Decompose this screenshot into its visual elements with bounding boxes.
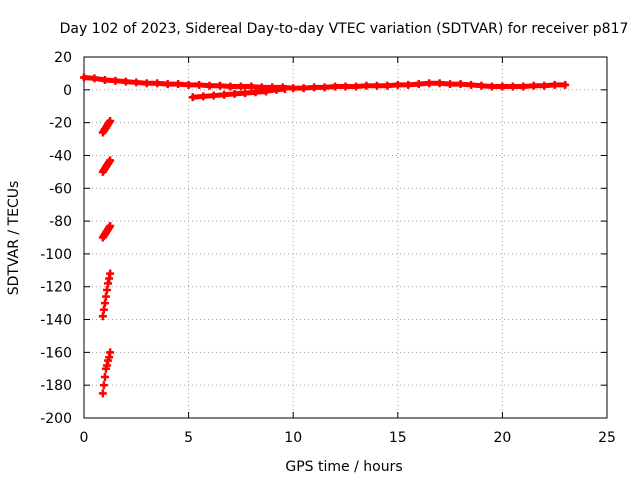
x-axis-title: GPS time / hours [285,459,402,475]
data-point [362,81,371,90]
data-point [351,82,360,91]
data-layer [80,73,570,398]
y-tick-label: -140 [40,313,72,329]
data-point [142,79,151,88]
x-tick-label: 15 [389,430,407,446]
data-point [199,92,208,101]
plot-frame [83,56,608,419]
y-tick-label: -80 [49,214,72,230]
data-point [425,79,434,88]
y-tick-label: -100 [40,247,72,263]
data-point [241,89,250,98]
y-tick-label: -20 [49,116,72,132]
data-point [100,372,109,381]
data-point [540,81,549,90]
y-axis-title: SDTVAR / TECUs [6,181,22,296]
data-point [205,81,214,90]
data-point [404,80,413,89]
data-point [106,269,115,278]
data-point [106,222,115,231]
x-tick-label: 0 [80,430,89,446]
data-point [236,82,245,91]
x-tick-label: 5 [184,430,193,446]
data-point [320,83,329,92]
y-tick-label: -40 [49,148,72,164]
data-point [209,91,218,100]
y-tick-label: -120 [40,280,72,296]
data-point [272,85,281,94]
data-point [251,88,260,97]
y-tick-label: 20 [54,50,72,66]
data-point [498,82,507,91]
data-point [174,80,183,89]
data-point [106,116,115,125]
data-point [80,73,88,82]
data-point [99,381,108,390]
data-point [184,80,193,89]
x-tick-label: 10 [284,430,302,446]
data-point [331,82,340,91]
y-tick-label: -60 [49,181,72,197]
data-point [467,80,476,89]
data-point [262,87,271,96]
data-point [299,84,308,93]
x-tick-label: 25 [598,430,616,446]
y-tick-label: -160 [40,345,72,361]
data-point [153,79,162,88]
data-point [456,80,465,89]
data-point [280,84,289,93]
data-point [121,77,130,86]
data-point [195,80,204,89]
y-tick-label: 0 [63,83,72,99]
grid-layer [84,57,607,418]
data-point [188,93,197,102]
data-point [487,82,496,91]
data-point [550,80,559,89]
y-tick-label: -200 [40,411,72,427]
data-point [446,80,455,89]
data-point [435,79,444,88]
data-point [372,81,381,90]
chart-title: Day 102 of 2023, Sidereal Day-to-day VTE… [60,21,629,37]
x-tick-label: 20 [493,430,511,446]
data-point [132,78,141,87]
data-point [163,80,172,89]
data-point [98,389,107,398]
data-point [383,81,392,90]
data-point [508,82,517,91]
data-point [341,82,350,91]
data-point [111,76,120,85]
data-point [230,89,239,98]
data-point [477,81,486,90]
data-point [226,82,235,91]
data-point [106,156,115,165]
data-point [106,348,115,357]
y-tick-label: -180 [40,378,72,394]
data-point [519,82,528,91]
tick-layer: 0 5 10 15 20 25 20 0 -20 -40 -60 -80 -100 -120 -140 -16… [40,50,616,446]
data-point [90,74,99,83]
data-point [289,84,298,93]
data-point [393,80,402,89]
data-point [215,81,224,90]
data-point [220,90,229,99]
data-point [561,80,570,89]
data-point [247,82,256,91]
data-point [414,80,423,89]
data-point [529,81,538,90]
data-point [100,75,109,84]
data-point [310,83,319,92]
series-dip-trace [190,86,288,100]
